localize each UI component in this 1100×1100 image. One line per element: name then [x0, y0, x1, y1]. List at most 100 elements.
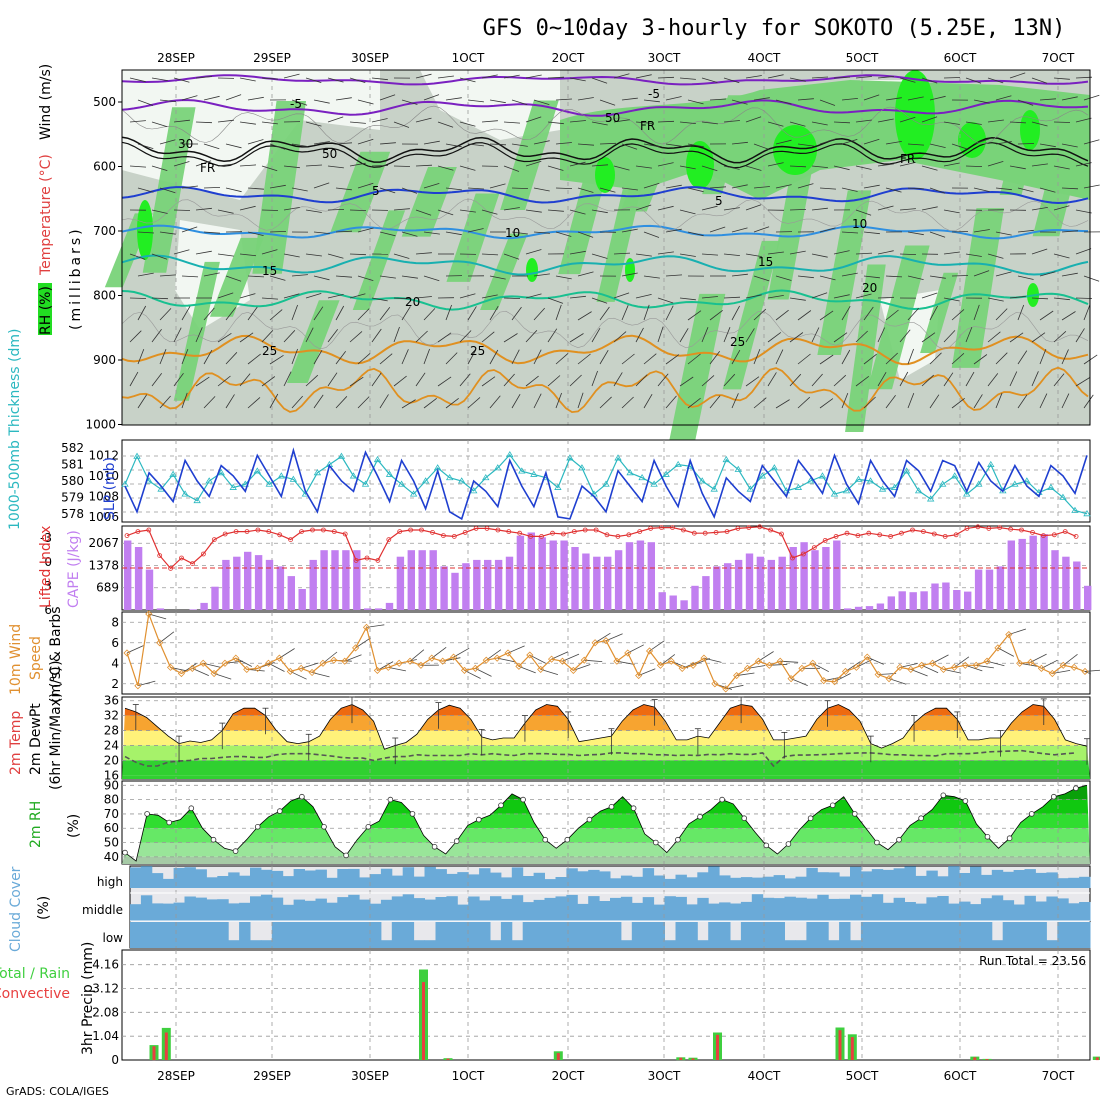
rh-point [276, 808, 283, 814]
wind-barb [657, 162, 674, 167]
wind-barb [907, 392, 915, 409]
cloud-cell [380, 868, 393, 888]
wind-barb [731, 349, 741, 365]
wind-barb [643, 393, 653, 409]
wind-barb [1017, 350, 1028, 365]
date-label: 7OCT [1042, 1069, 1075, 1083]
wind-barb [547, 121, 564, 125]
wind-barb [973, 354, 988, 365]
tick-label: 80 [104, 793, 119, 807]
wind-barb [709, 309, 723, 321]
wind-barb [217, 292, 234, 299]
cloud-cell [620, 896, 633, 921]
lifted-point [550, 530, 555, 536]
cloud-cell [566, 868, 578, 888]
wind-barb [1083, 275, 1100, 282]
cloud-cell [915, 875, 927, 888]
wind-barb [833, 374, 847, 387]
date-label: 7OCT [1042, 51, 1075, 65]
rh-point [409, 811, 416, 817]
wind-barb [129, 371, 139, 387]
wind-barb [533, 99, 550, 105]
slp-line [124, 447, 1088, 521]
wind-barb [311, 672, 330, 678]
cape-bar [985, 569, 994, 610]
wind-barb [195, 250, 212, 255]
wind-barb [1053, 297, 1070, 301]
wind-barb [533, 231, 550, 234]
wind-barb [635, 121, 653, 124]
cape-bar [942, 582, 950, 610]
cloud-cell [850, 894, 862, 921]
wind-point [831, 678, 839, 686]
wind-point [613, 657, 621, 665]
cloud-cell [348, 894, 360, 921]
wind-barb [511, 349, 520, 365]
thickness-point [133, 452, 141, 459]
wind-point [482, 656, 490, 664]
wind-barb [261, 77, 279, 80]
wind-barb [665, 96, 682, 101]
wind-point [765, 661, 773, 669]
cloud-cell [359, 922, 371, 948]
wind-barb [203, 143, 220, 150]
wind-barb [459, 373, 471, 387]
cloud-cell [926, 897, 938, 921]
cloud-cell [751, 922, 764, 948]
wind-point [776, 657, 784, 665]
wind-point [1027, 658, 1035, 666]
wind-barb [951, 231, 969, 233]
date-label: 5OCT [846, 51, 879, 65]
wind-barb [173, 209, 191, 211]
wind-barb [921, 165, 938, 171]
cloud-cell [642, 897, 655, 921]
wind-barb [239, 121, 256, 125]
contour-label: 5 [715, 194, 723, 208]
wind-barb [1039, 98, 1057, 101]
wind-barb [635, 204, 652, 211]
thickness-point [397, 480, 406, 487]
wind-barb [789, 121, 806, 127]
wind-barb [921, 292, 938, 299]
tick-label: 50 [104, 836, 119, 850]
cloud-cell [959, 873, 971, 888]
wind-barb [643, 143, 660, 148]
wind-barb [459, 209, 476, 213]
wind-barb [745, 294, 762, 299]
rh-band-white [420, 70, 560, 140]
wind-barb [899, 329, 911, 343]
wind-barb [547, 328, 558, 343]
wind-barb [775, 184, 792, 189]
cape-bar [233, 556, 241, 610]
cloud-cell [337, 869, 349, 888]
cloud-cell [184, 896, 196, 921]
wind-barb [203, 231, 221, 234]
cloud-cell [937, 896, 949, 921]
wind-barb [467, 306, 477, 321]
wind-barb [833, 165, 850, 171]
wind-barbs-profile [129, 72, 1100, 409]
thickness-point [963, 490, 971, 497]
cloud-cell [828, 940, 840, 948]
tick-label: 1012 [88, 448, 119, 462]
wind-barb [767, 251, 784, 255]
contour-line [121, 99, 1089, 117]
rh-point [608, 803, 615, 810]
wind-barb [503, 253, 520, 260]
cloud-cell [304, 900, 316, 921]
wind-barb [775, 139, 792, 145]
wind-barb [357, 275, 374, 281]
wind-barb [1009, 296, 1026, 299]
cloud-cell [140, 866, 153, 888]
wind-point [221, 659, 229, 667]
wind-point [841, 667, 850, 676]
wind-barb [1017, 229, 1034, 233]
wind-barb [701, 327, 709, 343]
wind-barb [591, 77, 608, 84]
wind-barb [613, 119, 630, 123]
wind-barb [481, 74, 498, 79]
tick-label: 0 [44, 555, 52, 569]
rh-band-bright [773, 125, 817, 175]
tick-label: 1000 [85, 418, 116, 432]
